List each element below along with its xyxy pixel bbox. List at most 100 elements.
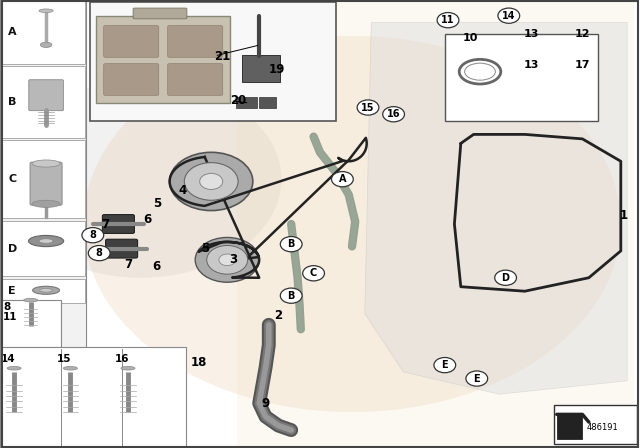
FancyBboxPatch shape — [29, 80, 63, 111]
Text: 3: 3 — [230, 253, 237, 267]
Ellipse shape — [121, 366, 135, 370]
Circle shape — [200, 173, 223, 190]
Text: B: B — [287, 291, 295, 301]
Text: 14: 14 — [1, 354, 15, 364]
Text: 21: 21 — [214, 49, 230, 63]
FancyBboxPatch shape — [557, 414, 582, 439]
FancyBboxPatch shape — [133, 8, 187, 19]
Text: 15: 15 — [57, 354, 71, 364]
FancyBboxPatch shape — [1, 140, 85, 218]
Text: 16: 16 — [115, 354, 129, 364]
FancyBboxPatch shape — [102, 215, 134, 233]
Text: 9: 9 — [262, 396, 269, 410]
FancyBboxPatch shape — [30, 162, 62, 205]
Circle shape — [434, 358, 456, 373]
Text: 6: 6 — [153, 260, 161, 273]
Ellipse shape — [32, 200, 60, 207]
Circle shape — [332, 172, 353, 187]
Text: 8: 8 — [90, 230, 96, 240]
FancyBboxPatch shape — [236, 97, 257, 108]
Text: 17: 17 — [575, 60, 590, 70]
FancyBboxPatch shape — [90, 2, 336, 121]
Text: 13: 13 — [524, 60, 539, 70]
Text: 11: 11 — [441, 15, 455, 25]
FancyBboxPatch shape — [1, 221, 85, 276]
Ellipse shape — [7, 366, 21, 370]
Text: 16: 16 — [387, 109, 401, 119]
FancyBboxPatch shape — [554, 405, 637, 444]
Circle shape — [357, 100, 379, 115]
Ellipse shape — [32, 160, 60, 167]
FancyBboxPatch shape — [445, 34, 598, 121]
FancyBboxPatch shape — [1, 1, 85, 64]
Text: 4: 4 — [179, 184, 186, 197]
Ellipse shape — [24, 298, 38, 302]
Ellipse shape — [33, 286, 60, 294]
FancyBboxPatch shape — [0, 300, 61, 347]
Text: 1: 1 — [620, 208, 628, 222]
Ellipse shape — [39, 9, 53, 13]
FancyBboxPatch shape — [104, 26, 159, 57]
Circle shape — [82, 228, 104, 243]
Circle shape — [303, 266, 324, 281]
Circle shape — [383, 107, 404, 122]
Polygon shape — [237, 0, 634, 448]
Text: 7: 7 — [124, 258, 132, 271]
Text: 18: 18 — [190, 356, 207, 370]
Polygon shape — [365, 22, 627, 394]
Text: C: C — [8, 174, 17, 184]
Text: D: D — [8, 244, 17, 254]
Text: 15: 15 — [361, 103, 375, 112]
Circle shape — [83, 36, 621, 412]
FancyBboxPatch shape — [0, 347, 186, 448]
Text: 10: 10 — [463, 33, 478, 43]
Text: 5: 5 — [201, 242, 209, 255]
Ellipse shape — [63, 366, 77, 370]
Text: 2: 2 — [275, 309, 282, 323]
Text: B: B — [8, 97, 17, 107]
Text: 12: 12 — [575, 29, 590, 39]
Text: D: D — [502, 273, 509, 283]
Text: 5: 5 — [153, 197, 161, 211]
FancyBboxPatch shape — [0, 0, 86, 448]
Circle shape — [184, 163, 238, 200]
Ellipse shape — [40, 289, 52, 292]
FancyBboxPatch shape — [104, 64, 159, 95]
Text: 11: 11 — [3, 312, 18, 322]
Text: 8: 8 — [3, 302, 10, 312]
Circle shape — [466, 371, 488, 386]
Text: A: A — [339, 174, 346, 184]
Circle shape — [437, 13, 459, 28]
Circle shape — [170, 152, 253, 211]
Circle shape — [0, 81, 282, 278]
Circle shape — [280, 288, 302, 303]
Text: E: E — [442, 360, 448, 370]
Circle shape — [207, 246, 248, 274]
Circle shape — [498, 8, 520, 23]
Text: E: E — [474, 374, 480, 383]
FancyBboxPatch shape — [168, 64, 223, 95]
Text: 20: 20 — [230, 94, 246, 108]
Text: 486191: 486191 — [587, 423, 619, 432]
Text: 6: 6 — [143, 213, 151, 226]
Text: 19: 19 — [269, 63, 285, 76]
Text: 8: 8 — [96, 248, 102, 258]
FancyBboxPatch shape — [1, 66, 85, 138]
FancyBboxPatch shape — [259, 97, 276, 108]
Circle shape — [219, 254, 236, 266]
Text: A: A — [8, 27, 17, 38]
Circle shape — [195, 237, 259, 282]
Text: 13: 13 — [524, 29, 539, 39]
Text: E: E — [8, 286, 16, 296]
Circle shape — [88, 246, 110, 261]
Text: B: B — [287, 239, 295, 249]
Text: 14: 14 — [502, 11, 516, 21]
FancyBboxPatch shape — [1, 279, 85, 303]
FancyBboxPatch shape — [106, 239, 138, 258]
Text: 7: 7 — [102, 217, 109, 231]
Ellipse shape — [39, 239, 53, 243]
FancyBboxPatch shape — [96, 16, 230, 103]
Ellipse shape — [28, 236, 64, 246]
Circle shape — [280, 237, 302, 252]
FancyBboxPatch shape — [242, 55, 280, 82]
